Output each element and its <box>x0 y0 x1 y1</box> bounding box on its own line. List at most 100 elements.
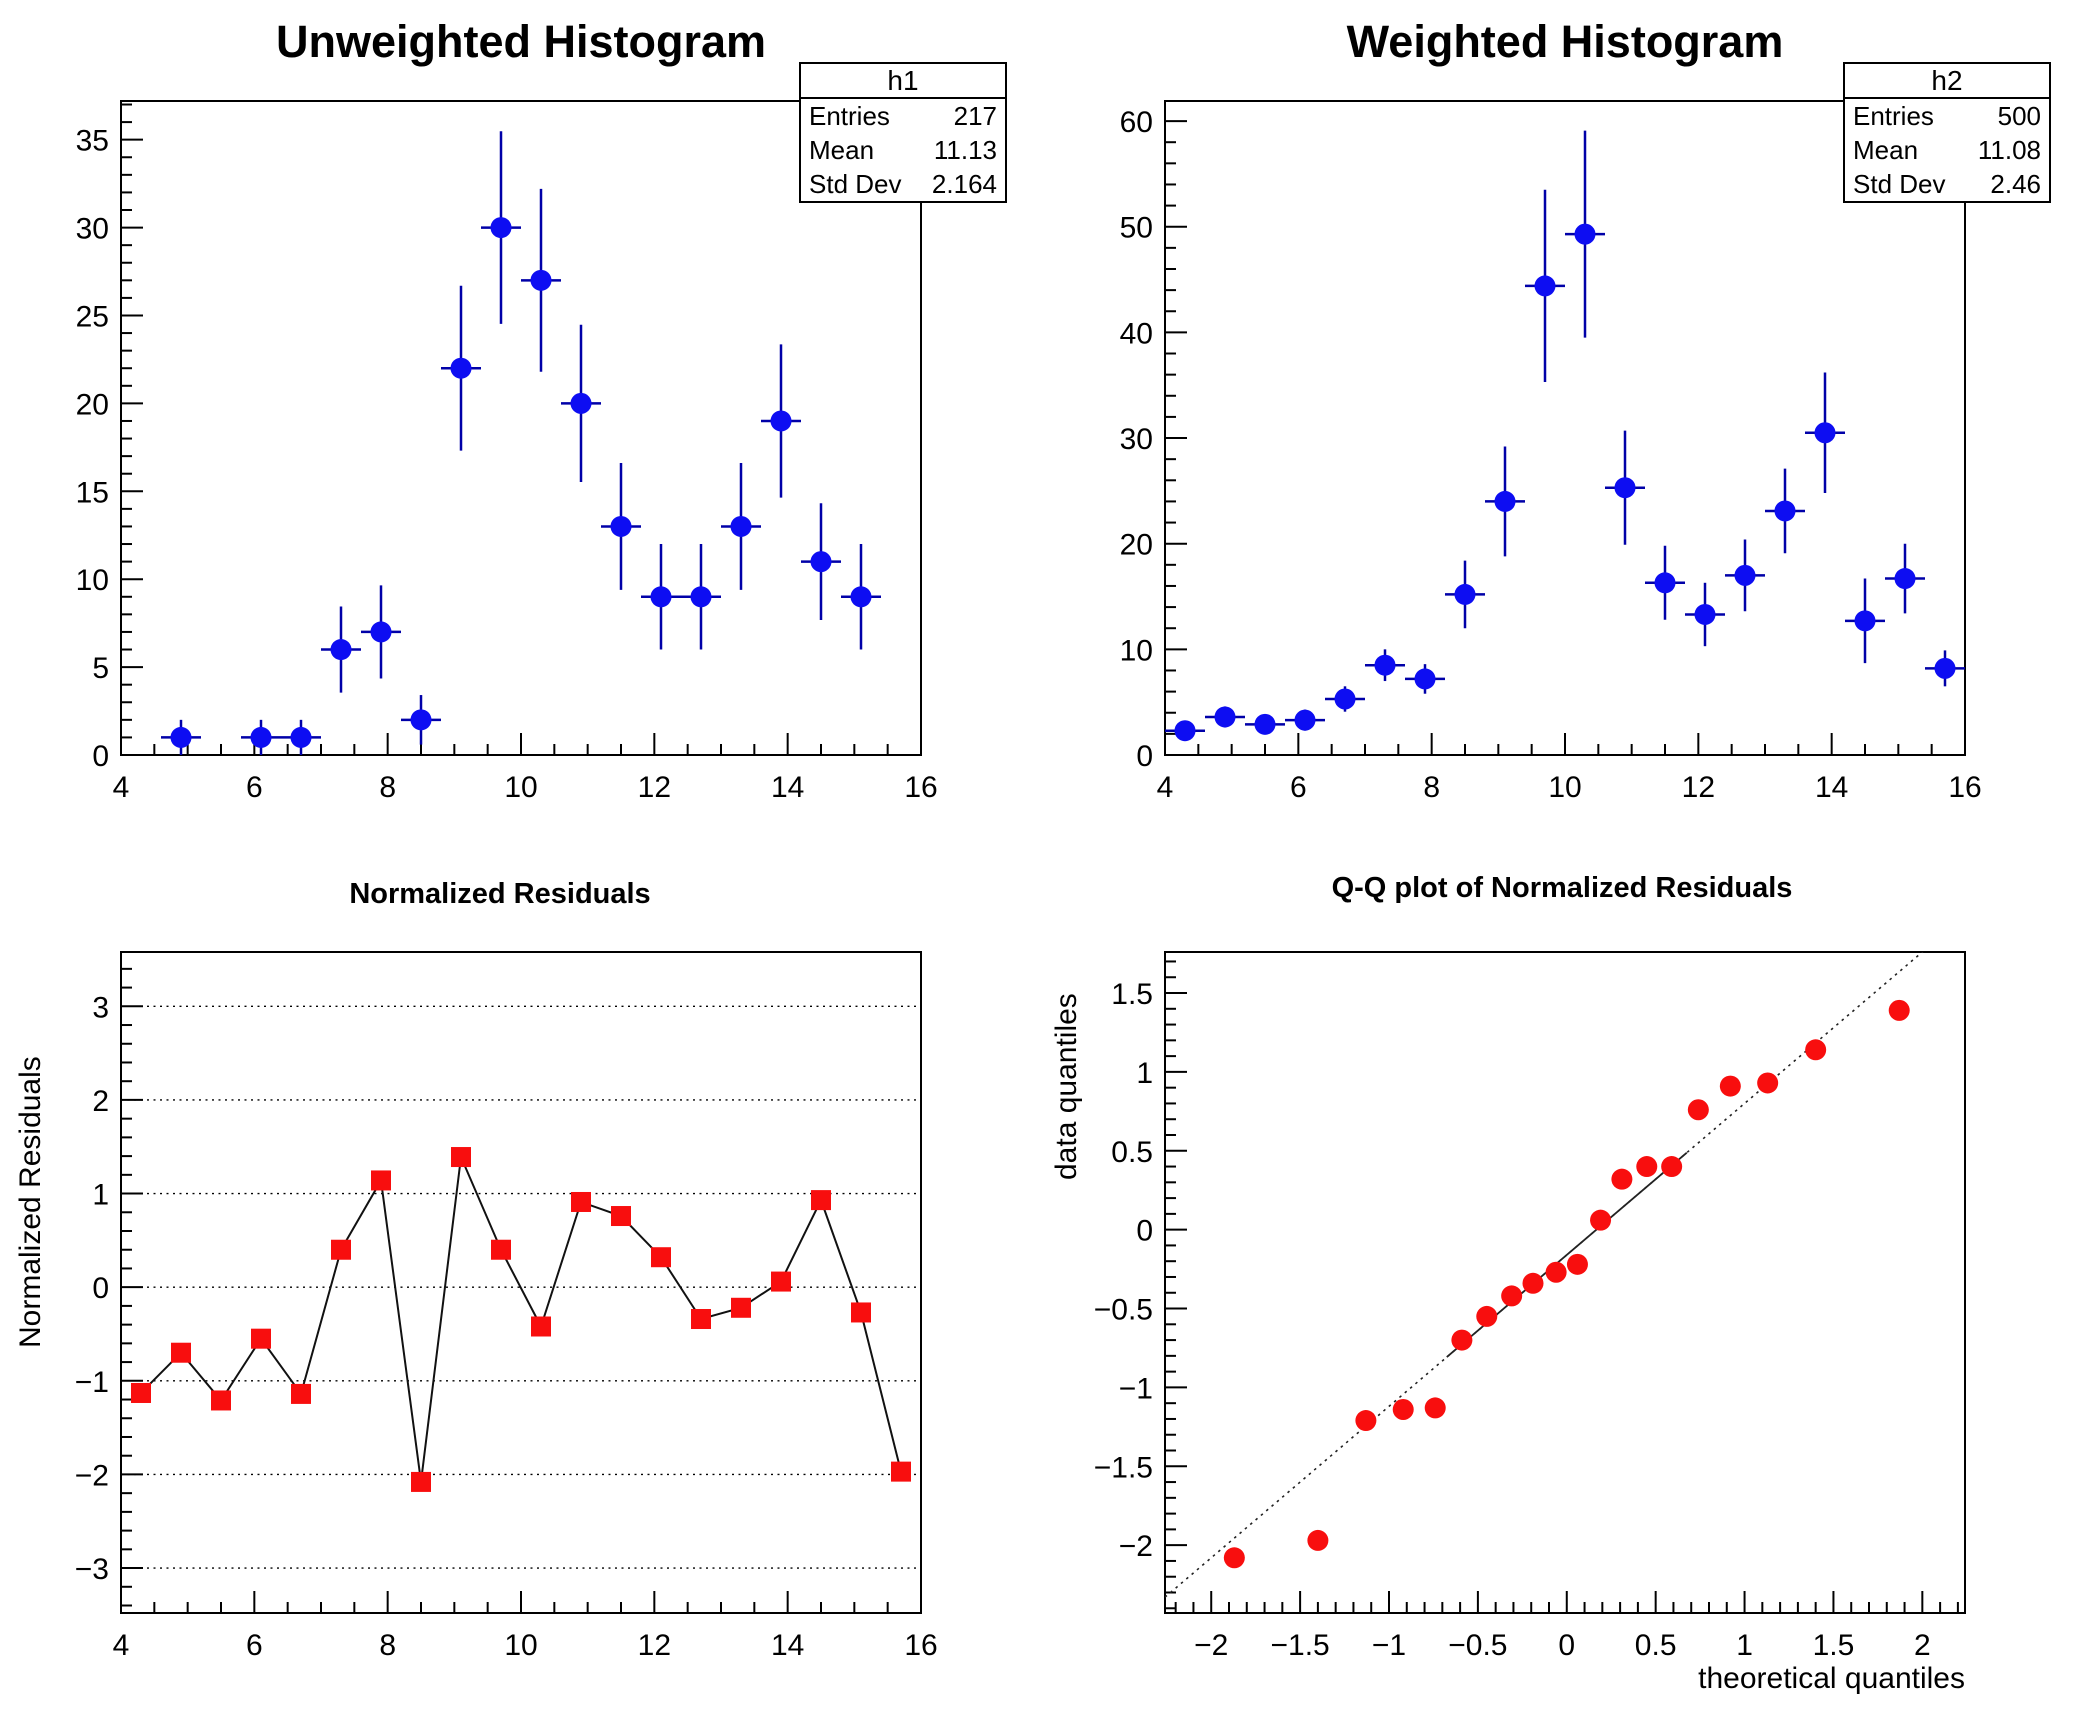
y-tick-label: 3 <box>92 991 109 1024</box>
stats-label: Std Dev <box>1853 169 1946 199</box>
data-point <box>1694 603 1716 625</box>
stats-row-mean: Mean 11.08 <box>1845 133 2049 167</box>
data-point <box>1307 1529 1329 1551</box>
stats-row-entries: Entries 217 <box>801 99 1005 133</box>
data-point <box>1614 477 1636 499</box>
error-bars <box>1165 130 1965 740</box>
data-point <box>1590 1209 1612 1231</box>
stats-value: 217 <box>953 101 997 131</box>
data-point <box>450 357 472 379</box>
data-point <box>611 1206 631 1227</box>
data-point <box>570 392 592 414</box>
stats-label: Entries <box>1853 101 1934 131</box>
y-tick-label: −1.5 <box>1094 1451 1153 1484</box>
frame <box>1164 951 1966 1614</box>
data-point <box>170 726 192 748</box>
x-tick-label: 14 <box>771 771 804 804</box>
data-point <box>371 1170 391 1191</box>
y-tick-label: 5 <box>92 652 109 685</box>
y-tick-label: −3 <box>75 1553 109 1586</box>
data-point <box>1805 1039 1827 1061</box>
y-axis-title-qq: data quantiles <box>1050 993 1083 1180</box>
data-point <box>1734 564 1756 586</box>
x-tick-label: 1.5 <box>1813 1629 1855 1662</box>
x-tick-label: −0.5 <box>1448 1629 1507 1662</box>
panel-qq-plot: −2 −1.5 −1 −0.5 0 0.5 1 1.5 2 −2 −1.5 −1 −0.5 0 0.5 1 1.… <box>1094 951 1966 1662</box>
stats-value: 11.08 <box>1977 135 2041 165</box>
panel-weighted-histogram: 4 6 8 10 12 14 16 0 10 20 30 40 50 60 <box>1120 100 1982 804</box>
x-tick-label: 0 <box>1558 1629 1575 1662</box>
y-tick-label: 1 <box>1136 1057 1153 1090</box>
data-point <box>1654 572 1676 594</box>
x-axis-title-qq: theoretical quantiles <box>1698 1662 1965 1695</box>
data-point <box>1774 500 1796 522</box>
data-point <box>531 1316 551 1337</box>
stats-row-mean: Mean 11.13 <box>801 133 1005 167</box>
y-tick-label: 20 <box>1120 529 1153 562</box>
y-tick-label: 0 <box>92 740 109 773</box>
y-tick-label: 20 <box>76 388 109 421</box>
ticks <box>1164 120 1966 756</box>
x-tick-label: −1 <box>1372 1629 1406 1662</box>
y-tick-label: 40 <box>1120 317 1153 350</box>
data-point <box>891 1461 911 1482</box>
y-tick-label: 10 <box>76 564 109 597</box>
stats-box-h1: h1 Entries 217 Mean 11.13 Std Dev 2.164 <box>799 62 1007 203</box>
data-point <box>451 1147 471 1168</box>
x-tick-label: 10 <box>1548 771 1581 804</box>
residuals-line <box>140 1153 902 1483</box>
data-point <box>1214 706 1236 728</box>
data-point <box>730 515 752 537</box>
x-tick-label: 6 <box>1290 771 1307 804</box>
x-tick-label: −1.5 <box>1270 1629 1329 1662</box>
data-points <box>131 1147 911 1492</box>
x-tick-label: 1 <box>1736 1629 1753 1662</box>
stats-box-h2: h2 Entries 500 Mean 11.08 Std Dev 2.46 <box>1843 62 2051 203</box>
x-tick-label: −2 <box>1194 1629 1228 1662</box>
data-point <box>571 1191 591 1212</box>
stats-row-entries: Entries 500 <box>1845 99 2049 133</box>
x-tick-label: 0.5 <box>1635 1629 1677 1662</box>
data-series <box>1165 130 1965 742</box>
data-point <box>1424 1397 1446 1419</box>
x-tick-label: 12 <box>638 1629 671 1662</box>
data-point <box>811 1190 831 1211</box>
y-axis-title-residuals: Normalized Residuals <box>14 1056 47 1348</box>
data-point <box>610 515 632 537</box>
data-point <box>1294 709 1316 731</box>
data-point <box>1888 999 1910 1021</box>
y-tick-label: 0 <box>1136 1215 1153 1248</box>
y-tick-label: 1 <box>92 1179 109 1212</box>
y-tick-label: 1.5 <box>1111 978 1153 1011</box>
stats-row-stddev: Std Dev 2.46 <box>1845 167 2049 201</box>
stats-label: Std Dev <box>809 169 902 199</box>
ticks <box>120 103 922 756</box>
data-point <box>1223 1547 1245 1569</box>
y-tick-label: −2 <box>1119 1530 1153 1563</box>
x-tick-label: 8 <box>379 1629 396 1662</box>
y-tick-label: −2 <box>75 1459 109 1492</box>
data-point <box>410 709 432 731</box>
data-point <box>131 1382 151 1403</box>
y-tick-label: 0 <box>1136 740 1153 773</box>
panel-title-unweighted: Unweighted Histogram <box>275 16 767 67</box>
data-point <box>251 1328 271 1349</box>
data-point <box>491 1239 511 1260</box>
tick-labels: 4 6 8 10 12 14 16 0 5 10 15 20 25 30 35 <box>76 125 938 804</box>
data-point <box>690 586 712 608</box>
stats-label: Mean <box>1853 135 1919 165</box>
data-points <box>1174 223 1956 742</box>
y-tick-label: 60 <box>1120 106 1153 139</box>
x-tick-label: 16 <box>904 771 937 804</box>
data-point <box>1757 1072 1779 1094</box>
data-point <box>1451 1329 1473 1351</box>
panel-title-residuals: Normalized Residuals <box>349 878 651 910</box>
frame <box>120 951 922 1614</box>
data-point <box>331 1239 351 1260</box>
data-point <box>1894 568 1916 590</box>
y-tick-label: 15 <box>76 476 109 509</box>
data-point <box>1254 713 1276 735</box>
panel-unweighted-histogram: 4 6 8 10 12 14 16 0 5 10 15 20 25 30 35 <box>76 100 938 804</box>
